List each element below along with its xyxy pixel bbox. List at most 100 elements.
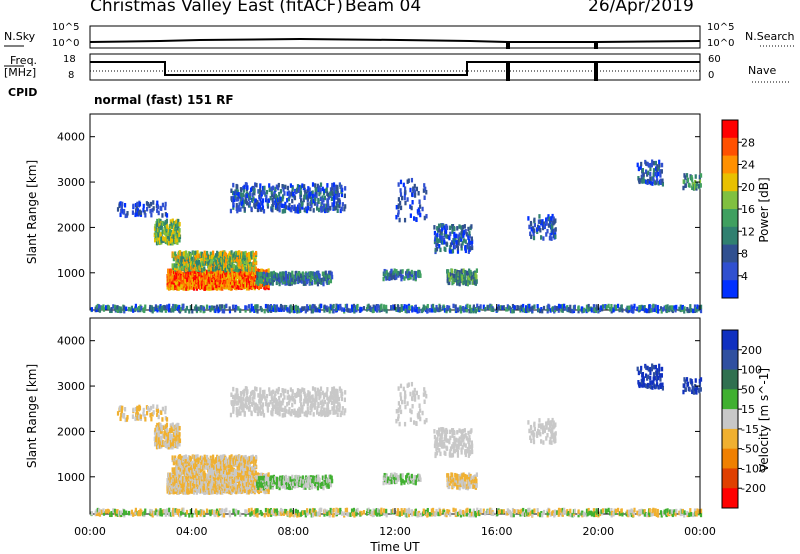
power-cell-521 <box>235 270 238 276</box>
power-cell-1724 <box>261 198 265 203</box>
velocity-cell-30 <box>169 483 172 488</box>
power-cell-1727 <box>262 209 266 214</box>
power-cell-571 <box>242 271 245 276</box>
power-cell-533 <box>237 270 241 276</box>
power-cell-3041 <box>468 308 471 314</box>
power-cell-2806 <box>270 305 274 310</box>
power-cell-1929 <box>323 195 327 201</box>
power-cell-546 <box>240 275 243 280</box>
power-cell-3223 <box>636 306 639 312</box>
power-cell-2485 <box>546 228 549 234</box>
power-cell-1459 <box>331 274 334 280</box>
velocity-cell-1230 <box>260 481 263 486</box>
power-cell-844 <box>188 263 192 269</box>
velocity-cell-1067 <box>228 455 231 460</box>
power-cell-1788 <box>281 184 284 189</box>
power-cell-2791 <box>256 309 259 314</box>
power-cell-1319 <box>288 281 292 287</box>
power-cell-3275 <box>679 304 682 310</box>
power-cell-1892 <box>313 201 316 206</box>
power-cell-2727 <box>182 303 185 309</box>
power-cell-2048 <box>148 203 151 209</box>
power-cell-2593 <box>684 183 687 188</box>
power-cell-1678 <box>248 195 252 200</box>
velocity-cell-1579 <box>174 442 177 448</box>
velocity-cell-1504 <box>160 442 163 448</box>
power-cell-2396 <box>398 217 401 223</box>
velocity-cell-1038 <box>224 465 227 471</box>
power-cell-2769 <box>228 306 231 311</box>
power-cell-2482 <box>545 217 548 222</box>
power-cell-2424 <box>413 193 417 198</box>
velocity-cell-1061 <box>228 467 231 472</box>
power-cell-1775 <box>277 182 280 188</box>
power-cell-1848 <box>301 205 304 210</box>
power-cell-1015 <box>219 262 223 267</box>
power-cell-3187 <box>600 305 603 310</box>
power-cell-2676 <box>140 305 143 311</box>
power-cell-2524 <box>640 161 643 167</box>
power-cell-1825 <box>295 206 298 212</box>
velocity-cell-1606 <box>178 436 181 442</box>
power-cell-1593 <box>176 232 179 237</box>
velocity-cell-1415 <box>316 485 320 491</box>
velocity-cell-1472 <box>155 444 159 450</box>
power-cell-2345 <box>460 246 463 251</box>
velocity-cell-1396 <box>310 481 313 486</box>
velocity-cell-1276 <box>275 484 278 490</box>
velocity-cell-969 <box>210 463 213 468</box>
power-cell-2619 <box>698 174 701 180</box>
power-cell-866 <box>193 259 196 265</box>
power-cell-1638 <box>238 207 241 212</box>
velocity-cell-1451 <box>327 484 330 489</box>
power-cell-2486 <box>546 216 549 222</box>
power-cell-2303 <box>446 225 449 231</box>
power-cell-3234 <box>643 305 646 310</box>
power-cell-2423 <box>412 216 416 221</box>
power-cell-1615 <box>232 200 235 206</box>
power-cell-2403 <box>402 182 405 188</box>
velocity-cell-329 <box>210 484 213 490</box>
power-cell-1725 <box>261 190 264 195</box>
power-cell-709 <box>260 268 264 274</box>
power-cell-1309 <box>284 270 287 276</box>
power-cell-2098 <box>395 269 398 274</box>
cpid-text: normal (fast) 151 RF <box>94 93 234 107</box>
power-cell-1567 <box>171 218 174 224</box>
power-cell-1476 <box>155 232 158 237</box>
power-cell-2149 <box>448 277 451 282</box>
power-marks <box>90 159 703 314</box>
power-cell-3204 <box>619 307 622 312</box>
power-cell-1884 <box>310 196 313 202</box>
power-cell-48 <box>172 285 175 291</box>
velocity-cell-1198 <box>252 459 255 464</box>
power-cell-2620 <box>699 183 702 188</box>
power-cell-1542 <box>167 240 171 246</box>
power-cell-1785 <box>281 196 284 202</box>
power-cell-2683 <box>149 304 152 310</box>
power-cell-200 <box>191 268 195 274</box>
power-cell-1202 <box>254 266 257 272</box>
power-cell-367 <box>215 283 218 289</box>
power-cell-3117 <box>536 304 539 309</box>
power-ytick-label-2: 2000 <box>57 221 85 234</box>
power-cell-497 <box>232 280 235 286</box>
power-cell-1566 <box>171 224 174 230</box>
velocity-cell-1561 <box>171 445 174 450</box>
power-cell-2633 <box>100 305 103 311</box>
power-cell-2061 <box>160 206 163 211</box>
power-cell-2322 <box>452 238 455 243</box>
velocity-cell-1625 <box>235 407 238 412</box>
power-cell-2225 <box>467 275 470 280</box>
velocity-cell-1377 <box>305 483 308 489</box>
velocity-cell-1348 <box>296 477 299 482</box>
power-cell-2148 <box>448 280 451 286</box>
power-cell-3018 <box>443 308 447 313</box>
velocity-cell-1274 <box>274 480 277 485</box>
power-cell-926 <box>202 256 205 261</box>
velocity-cell-719 <box>263 481 266 487</box>
power-cell-1890 <box>311 193 315 199</box>
power-cell-2728 <box>184 308 187 313</box>
power-cell-1603 <box>177 218 180 224</box>
power-cell-2355 <box>462 238 466 243</box>
